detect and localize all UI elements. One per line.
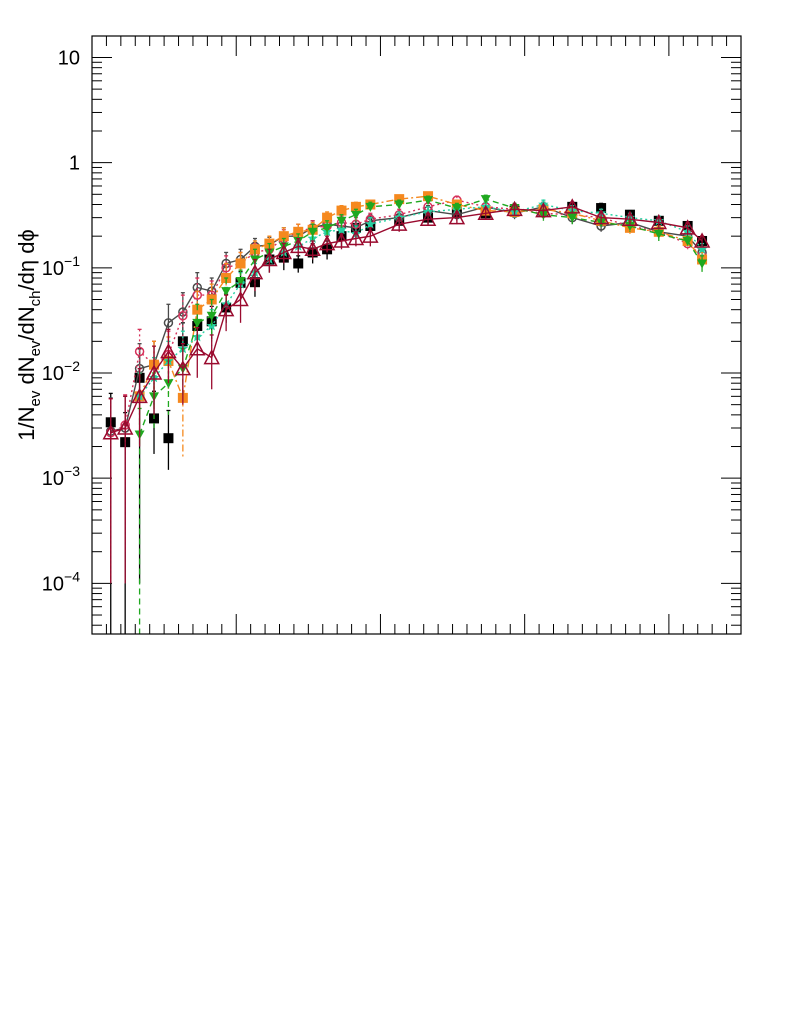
data-point xyxy=(246,264,264,280)
data-point xyxy=(102,424,120,440)
y-tick-label-base: 1 xyxy=(69,153,80,175)
data-point xyxy=(192,318,203,328)
data-point xyxy=(174,360,192,376)
y-tick-label-base: 10 xyxy=(42,363,64,385)
y-tick-label-exponent: −1 xyxy=(64,253,80,269)
data-point xyxy=(304,240,321,257)
y-axis-title-sub-b: ev xyxy=(27,340,44,356)
data-point xyxy=(350,210,361,220)
data-point xyxy=(217,301,235,317)
data-point xyxy=(679,219,696,235)
data-point xyxy=(650,213,668,230)
data-point xyxy=(275,243,293,260)
data-point xyxy=(189,340,206,356)
data-point xyxy=(365,218,376,229)
data-point xyxy=(336,216,347,226)
data-point xyxy=(362,227,379,243)
data-point xyxy=(423,196,434,206)
y-tick-label: 10−3 xyxy=(42,463,80,490)
y-axis-title-part-c: /dN xyxy=(14,306,39,340)
data-point xyxy=(394,200,405,210)
data-point xyxy=(293,226,304,237)
y-tick-label-exponent: −3 xyxy=(64,463,80,479)
y-axis-title: 1/Nev dNev/dNch/dη dϕ xyxy=(14,229,44,441)
data-point xyxy=(682,236,693,246)
y-axis-title-sub-c: ch xyxy=(27,290,44,306)
data-point xyxy=(394,194,405,205)
plot-frame xyxy=(91,35,742,635)
series-6 xyxy=(102,198,711,584)
data-point xyxy=(163,433,174,444)
data-point xyxy=(307,227,318,237)
data-point xyxy=(145,364,163,380)
data-point xyxy=(178,311,188,321)
y-tick-label-exponent: −2 xyxy=(64,358,80,374)
y-axis-title-part-d: /dη dϕ xyxy=(14,229,39,290)
data-point xyxy=(322,212,333,223)
data-point xyxy=(693,232,711,248)
y-tick-label: 1 xyxy=(69,153,80,175)
y-tick-label-exponent: −4 xyxy=(64,568,80,584)
data-point xyxy=(624,221,635,231)
data-point xyxy=(697,259,708,269)
y-axis-title-part-a: 1/N xyxy=(14,407,39,441)
y-tick-label: 10−1 xyxy=(42,253,80,280)
data-point xyxy=(293,258,304,269)
data-point xyxy=(336,224,347,235)
y-tick-label: 10−2 xyxy=(42,358,80,385)
data-point xyxy=(350,201,361,212)
data-point xyxy=(163,318,174,328)
data-point xyxy=(451,204,462,214)
y-axis-title-sub-a: ev xyxy=(27,390,44,406)
data-point xyxy=(365,202,376,212)
data-point xyxy=(567,213,578,223)
y-tick-label: 10 xyxy=(58,47,80,69)
y-tick-label-base: 10 xyxy=(42,258,64,280)
y-tick-label-base: 10 xyxy=(58,47,80,69)
data-point xyxy=(653,229,664,239)
data-point xyxy=(564,198,581,214)
data-point xyxy=(592,209,610,225)
data-point xyxy=(131,387,148,404)
data-point xyxy=(322,223,333,233)
data-point xyxy=(480,195,491,205)
data-point xyxy=(206,311,217,321)
data-point xyxy=(232,290,249,307)
plot-area xyxy=(92,36,741,634)
data-point xyxy=(160,342,177,359)
data-point xyxy=(419,210,437,226)
y-tick-label-base: 10 xyxy=(42,468,64,490)
data-point xyxy=(134,346,145,357)
data-point xyxy=(318,235,336,251)
data-point xyxy=(116,419,134,435)
data-point xyxy=(535,202,552,218)
data-point xyxy=(336,205,347,216)
data-point xyxy=(390,215,408,231)
data-point xyxy=(289,237,307,254)
data-point xyxy=(221,287,232,297)
data-point xyxy=(696,243,708,254)
data-point xyxy=(333,232,350,248)
data-point xyxy=(448,209,466,225)
data-point xyxy=(506,200,523,217)
data-point xyxy=(261,250,278,267)
y-tick-label-base: 10 xyxy=(42,573,64,595)
series-5 xyxy=(134,194,708,634)
data-point xyxy=(477,204,494,221)
data-point xyxy=(621,210,639,226)
series-layer xyxy=(102,191,711,634)
data-point xyxy=(347,229,365,246)
y-axis-title-part-b: dN xyxy=(14,356,39,390)
data-point xyxy=(203,349,220,365)
y-tick-label: 10−4 xyxy=(42,568,80,595)
data-point xyxy=(278,231,289,242)
series-line xyxy=(139,203,703,397)
data-point xyxy=(163,379,174,389)
data-point xyxy=(235,276,246,286)
data-point xyxy=(235,258,246,269)
